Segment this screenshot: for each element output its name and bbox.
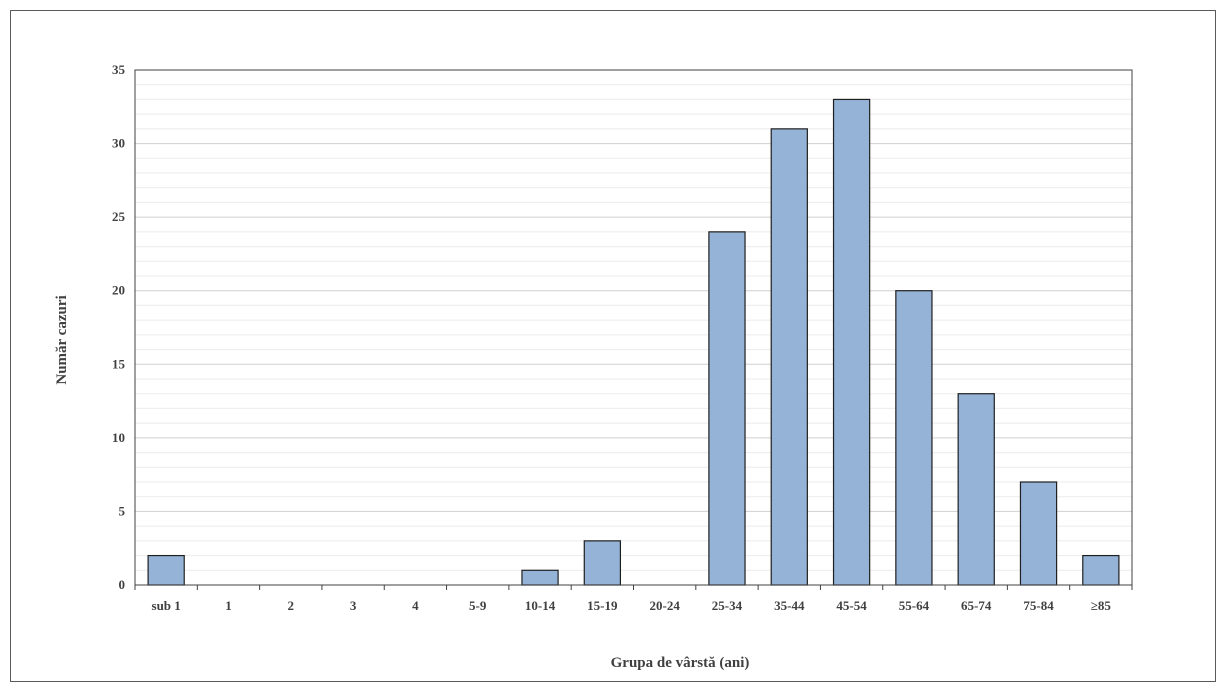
- x-tick-label: 3: [350, 598, 357, 613]
- bar-45-54: [832, 98, 871, 586]
- x-tick-label: 10-14: [525, 598, 556, 613]
- bar-15-19: [583, 540, 622, 586]
- x-tick-label: sub 1: [152, 598, 181, 613]
- bar-55-64: [895, 290, 933, 586]
- y-tick-label: 5: [119, 503, 126, 518]
- y-tick-label: 20: [112, 283, 125, 298]
- x-tick-label: 4: [412, 598, 419, 613]
- x-tick-label: 20-24: [649, 598, 680, 613]
- bars: [147, 98, 1120, 586]
- x-tick-label: 75-84: [1023, 598, 1054, 613]
- x-tick-label: 2: [288, 598, 295, 613]
- axes: [134, 69, 1133, 590]
- bar-25-34: [708, 231, 746, 586]
- bar-75-84: [1019, 481, 1058, 586]
- bar-≥85: [1082, 554, 1120, 586]
- y-tick-label: 35: [112, 62, 126, 77]
- y-tick-label: 25: [112, 209, 126, 224]
- bar-10-14: [521, 569, 559, 586]
- y-tick-label: 30: [112, 136, 125, 151]
- y-axis-title: Număr cazuri: [54, 295, 70, 384]
- bar-sub 1: [147, 554, 185, 586]
- x-tick-label: 15-19: [587, 598, 618, 613]
- y-tick-labels: 0 5 10 15 20 25 30 35: [112, 62, 126, 592]
- x-axis-title: Grupa de vârstă (ani): [611, 655, 750, 671]
- y-tick-label: 10: [112, 430, 125, 445]
- x-tick-label: 45-54: [836, 598, 867, 613]
- x-tick-label: 55-64: [899, 598, 930, 613]
- x-tick-labels: sub 1 1 2 3 4 5-9 10-14 15-19 20-24 25-34 35-44 45-…: [152, 598, 1112, 613]
- y-tick-label: 0: [119, 577, 126, 592]
- bar-65-74: [957, 393, 995, 586]
- bar-35-44: [770, 128, 808, 586]
- x-tick-label: 1: [225, 598, 232, 613]
- y-tick-label: 15: [112, 356, 126, 371]
- x-tick-label: 35-44: [774, 598, 805, 613]
- x-tick-label: ≥85: [1091, 598, 1112, 613]
- x-tick-label: 65-74: [961, 598, 992, 613]
- x-tick-label: 25-34: [712, 598, 743, 613]
- x-tick-label: 5-9: [469, 598, 487, 613]
